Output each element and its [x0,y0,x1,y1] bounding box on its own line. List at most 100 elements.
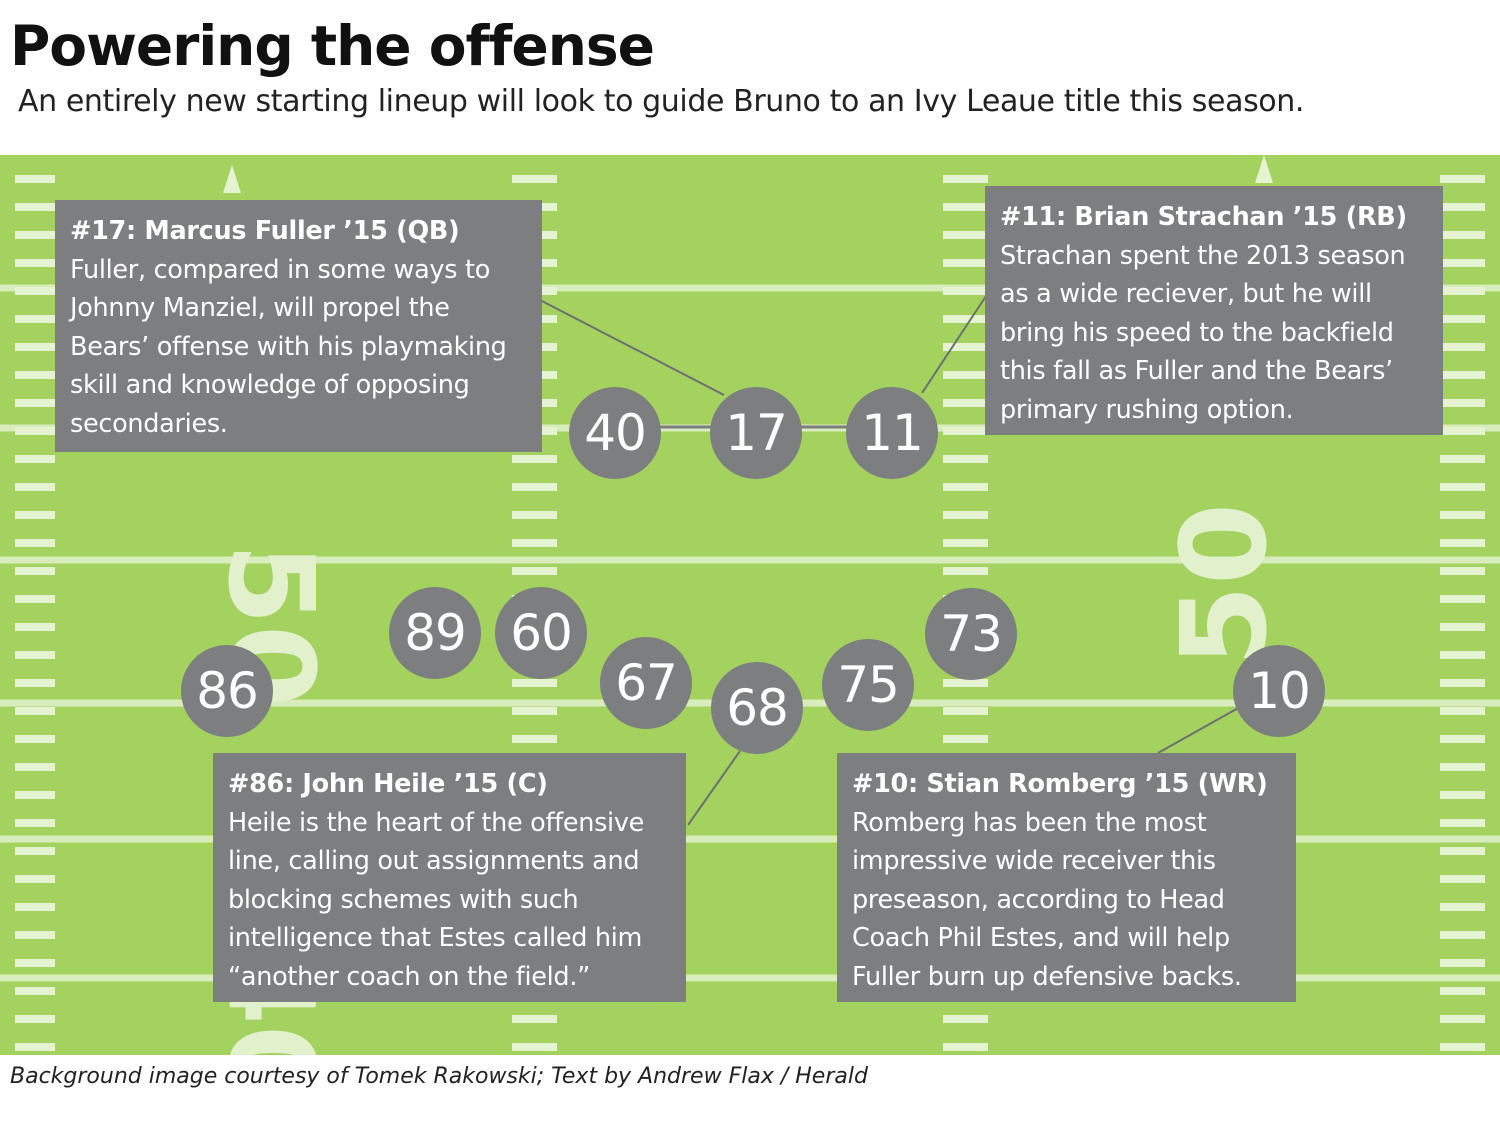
player-marker-60: 60 [495,587,587,679]
hash-mark [512,707,557,715]
hash-mark [15,987,55,995]
hash-mark [1440,1043,1485,1051]
hash-mark [1440,259,1485,267]
hash-mark [512,455,557,463]
hash-mark [15,203,55,211]
hash-mark [15,539,55,547]
hash-mark [15,595,55,603]
hash-mark [1440,819,1485,827]
hash-mark [943,511,988,519]
player-marker-68: 68 [711,662,803,754]
hash-mark [15,259,55,267]
hash-mark [1440,567,1485,575]
hash-mark [15,399,55,407]
hash-mark [1440,399,1485,407]
page-subtitle: An entirely new starting lineup will loo… [18,84,1305,119]
hash-mark [943,231,988,239]
hash-mark [15,847,55,855]
hash-mark [943,483,988,491]
hash-mark [943,259,988,267]
hash-mark [15,959,55,967]
hash-mark [943,455,988,463]
hash-mark [512,539,557,547]
hash-mark [1440,539,1485,547]
hash-mark [1440,427,1485,435]
hash-mark [512,735,557,743]
hash-mark [943,539,988,547]
hash-mark [15,679,55,687]
hash-mark [15,735,55,743]
player-marker-86: 86 [181,645,273,737]
hash-mark [1440,1015,1485,1023]
player-marker-89: 89 [389,587,481,679]
hash-mark [943,315,988,323]
hash-mark [943,679,988,687]
hash-mark [512,567,557,575]
hash-mark [15,819,55,827]
hash-mark [1440,903,1485,911]
hash-mark [1440,959,1485,967]
hash-mark [943,427,988,435]
leader-lines [539,289,1241,826]
callout-c: #86: John Heile ’15 (C) Heile is the hea… [213,753,686,1002]
hash-mark [943,1015,988,1023]
callout-rb-body: Strachan spent the 2013 season as a wide… [1000,240,1406,425]
hash-mark [1440,343,1485,351]
hash-mark [1440,847,1485,855]
hash-mark [15,707,55,715]
callout-rb-heading: #11: Brian Strachan ’15 (RB) [1000,202,1407,232]
hash-mark [1440,679,1485,687]
hash-mark [15,427,55,435]
hash-mark [15,903,55,911]
hash-mark [1440,623,1485,631]
hash-mark [943,175,988,183]
hash-mark [1440,511,1485,519]
hash-mark [15,567,55,575]
leader-line-qb [539,299,725,396]
hash-mark [1440,371,1485,379]
hash-mark [15,623,55,631]
hash-mark [1440,455,1485,463]
hash-mark [943,343,988,351]
callout-rb: #11: Brian Strachan ’15 (RB) Strachan sp… [985,186,1443,435]
hash-mark [943,399,988,407]
hash-mark [15,483,55,491]
hash-mark [15,931,55,939]
hash-mark [15,791,55,799]
hash-mark [943,371,988,379]
football-field: 50 50 40 #17: Marcus Fuller ’15 (QB) Ful… [0,155,1500,1055]
hash-mark [15,1043,55,1051]
image-credit: Background image courtesy of Tomek Rakow… [10,1064,868,1089]
hash-mark [1440,987,1485,995]
hash-mark [512,1015,557,1023]
hash-mark [15,287,55,295]
hash-mark [15,1015,55,1023]
hash-mark [943,1043,988,1051]
hash-mark [512,679,557,687]
hash-mark [15,511,55,519]
hash-mark [15,455,55,463]
player-marker-11: 11 [846,387,938,479]
hash-mark [15,875,55,883]
hash-mark [943,707,988,715]
hash-mark [512,175,557,183]
player-marker-17: 17 [710,387,802,479]
hash-mark [1440,735,1485,743]
hash-mark [943,287,988,295]
hash-mark [943,567,988,575]
hash-mark [1440,707,1485,715]
hash-mark [15,315,55,323]
direction-arrows [223,155,1273,193]
hash-mark [15,763,55,771]
hash-mark [15,343,55,351]
hash-mark [15,175,55,183]
hash-mark [1440,931,1485,939]
callout-c-heading: #86: John Heile ’15 (C) [228,769,548,799]
yard-number-right: 50 [1155,503,1293,667]
hash-mark [1440,595,1485,603]
callout-qb-heading: #17: Marcus Fuller ’15 (QB) [70,216,460,246]
callout-wr-heading: #10: Stian Romberg ’15 (WR) [852,769,1268,799]
hash-mark [943,735,988,743]
hash-mark [15,371,55,379]
hash-mark [1440,203,1485,211]
